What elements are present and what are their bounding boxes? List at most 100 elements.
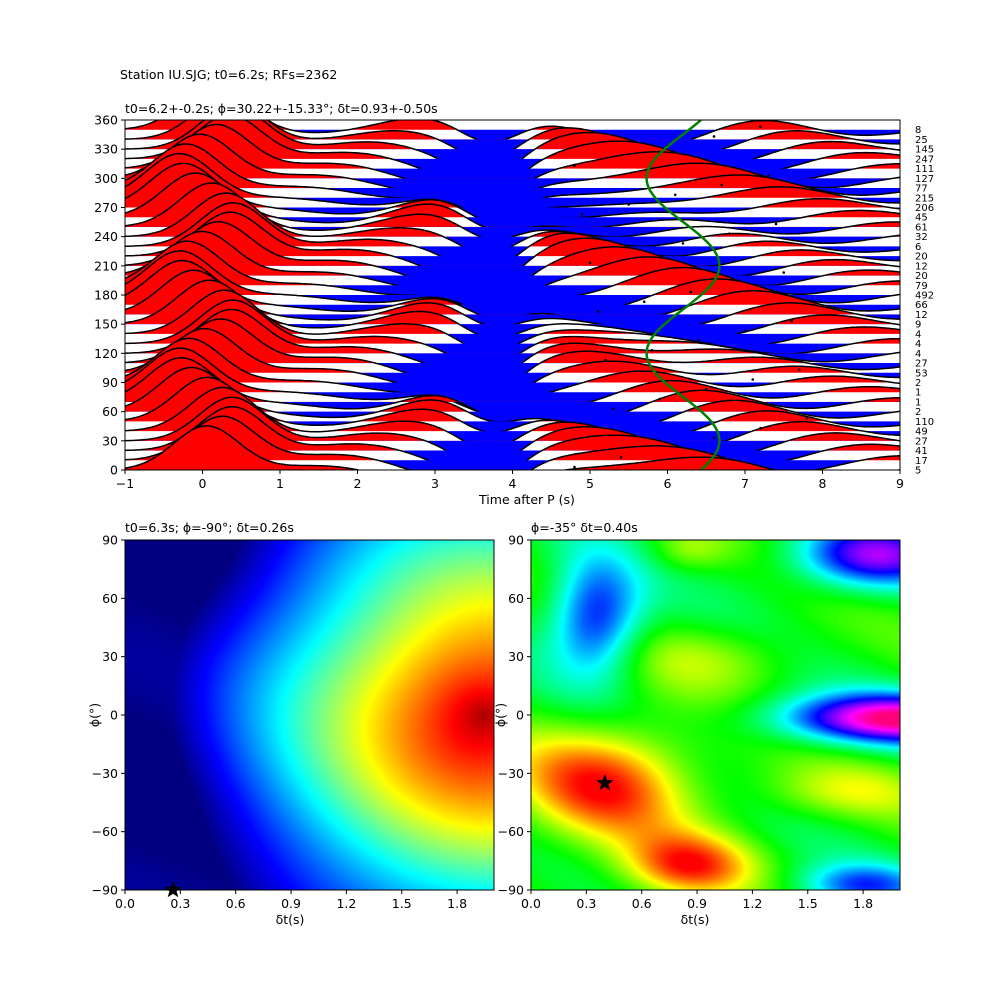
rf-trace-marker xyxy=(782,271,786,274)
traces-panel: t0=6.2+-0.2s; ϕ=30.22+-15.33°; δt=0.93+-… xyxy=(94,101,934,507)
rf-count-label: 12 xyxy=(915,310,928,321)
x-tick-label: 1.5 xyxy=(798,896,818,911)
x-tick-label: 8 xyxy=(819,476,827,491)
x-tick-label: 0.0 xyxy=(521,896,541,911)
y-tick-label: 300 xyxy=(94,171,118,186)
rf-trace-line xyxy=(125,425,900,470)
rf-trace-marker xyxy=(619,455,623,459)
rf-count-label: 145 xyxy=(915,145,934,156)
x-tick-label: 1.8 xyxy=(853,896,873,911)
x-tick-label: 1.5 xyxy=(392,896,412,911)
figure-title: Station IU.SJG; t0=6.2s; RFs=2362 xyxy=(120,67,337,82)
y-tick-label: 0 xyxy=(110,708,118,723)
rf-trace-marker xyxy=(673,193,677,197)
rf-trace-marker xyxy=(596,310,600,313)
rf-count-label: 9 xyxy=(915,320,921,331)
rf-count-label: 1 xyxy=(915,388,921,399)
rf-trace-marker xyxy=(580,212,584,216)
rf-trace-marker xyxy=(573,164,576,167)
rf-count-label: 206 xyxy=(915,203,934,214)
x-tick-label: 1 xyxy=(276,476,284,491)
rf-trace-negative-fill xyxy=(125,333,900,353)
rf-trace-marker xyxy=(751,378,755,381)
traces-xlabel: Time after P (s) xyxy=(478,492,575,507)
heatmap-left-axes: 0.0 0.3 0.6 0.9 1.2 1.5 1.8 −90 −60 −30 0 30 60 90 xyxy=(92,533,495,911)
rf-count-label: 77 xyxy=(915,184,928,195)
y-tick-label: −60 xyxy=(92,824,118,839)
x-tick-label: 2 xyxy=(354,476,362,491)
y-tick-label: −30 xyxy=(498,766,524,781)
x-tick-label: 0.3 xyxy=(170,896,190,911)
delay-time-curve xyxy=(645,120,721,470)
traces-plot-area xyxy=(125,120,900,470)
rf-count-label: 25 xyxy=(915,135,928,146)
heatmap-left-panel: t0=6.3s; ϕ=-90°; δt=0.26s 0.0 0.3 0.6 0.9 1.… xyxy=(87,520,495,927)
rf-count-label: 215 xyxy=(915,193,934,204)
heatmap-right-panel: ϕ=-35° δt=0.40s 0.0 0.3 0.6 0.9 1.2 1.5 1.8 −90… xyxy=(493,520,901,927)
rf-count-label: 1 xyxy=(915,397,921,408)
rf-trace-negative-fill xyxy=(125,207,900,224)
x-tick-label: 3 xyxy=(431,476,439,491)
rf-trace-marker xyxy=(805,417,809,420)
rf-trace xyxy=(125,425,900,470)
rf-trace-negative-fill xyxy=(125,129,900,148)
rf-trace-marker xyxy=(681,242,685,245)
y-tick-label: 0 xyxy=(110,463,118,478)
y-tick-label: 60 xyxy=(508,591,524,606)
x-tick-label: 1.2 xyxy=(336,896,356,911)
rf-trace-line xyxy=(125,415,900,470)
x-tick-label: 0.9 xyxy=(687,896,707,911)
rf-count-label: 4 xyxy=(915,329,921,340)
y-tick-label: 30 xyxy=(102,649,118,664)
rf-count-label: 17 xyxy=(915,456,928,467)
rf-trace-line xyxy=(125,120,900,149)
rf-count-label: 12 xyxy=(915,261,928,272)
x-tick-label: 5 xyxy=(586,476,594,491)
rf-count-label: 27 xyxy=(915,359,928,370)
rf-count-label: 5 xyxy=(915,466,921,477)
heatmap-right-ylabel: ϕ(°) xyxy=(493,703,508,727)
x-tick-label: 6 xyxy=(664,476,672,491)
rf-trace-marker xyxy=(627,203,631,206)
rf-count-label: 8 xyxy=(915,125,921,136)
y-tick-label: 180 xyxy=(94,288,118,303)
y-tick-label: −90 xyxy=(498,883,524,898)
rf-trace-positive-fill xyxy=(125,425,900,470)
rf-trace-negative-fill xyxy=(125,295,900,315)
rf-count-label: 79 xyxy=(915,281,928,292)
rf-count-label: 61 xyxy=(915,222,928,233)
rf-trace-marker xyxy=(743,329,747,333)
y-tick-label: 210 xyxy=(94,258,118,273)
rf-trace-marker xyxy=(728,232,731,235)
rf-trace-marker xyxy=(720,183,724,187)
rf-count-label: 45 xyxy=(915,213,928,224)
rf-trace-positive-fill xyxy=(125,134,900,179)
rf-trace-marker xyxy=(712,135,716,138)
x-tick-label: 0.6 xyxy=(632,896,652,911)
x-tick-label: 0.0 xyxy=(115,896,135,911)
x-tick-label: 0.9 xyxy=(281,896,301,911)
y-tick-label: 60 xyxy=(102,404,118,419)
rf-trace-marker xyxy=(642,300,646,304)
rf-count-label: 41 xyxy=(915,446,928,457)
x-tick-label: 0 xyxy=(199,476,207,491)
rf-count-label: 53 xyxy=(915,368,928,379)
heatmap-right-xlabel: δt(s) xyxy=(681,912,710,927)
rf-trace-marker xyxy=(759,426,762,430)
x-tick-label: 9 xyxy=(896,476,904,491)
rf-trace-negative-fill xyxy=(125,246,900,273)
traces-axes: −1 0 1 2 3 4 5 6 7 8 90306090120150180210240270300… xyxy=(94,113,904,492)
rf-count-label: 6 xyxy=(915,242,921,253)
rf-trace-marker xyxy=(697,339,700,342)
heatmap-left-xlabel: δt(s) xyxy=(276,912,305,927)
rf-count-label: 110 xyxy=(915,417,934,428)
x-tick-label: 1.8 xyxy=(447,896,467,911)
y-tick-label: 120 xyxy=(94,346,118,361)
x-tick-label: 1.2 xyxy=(742,896,762,911)
heatmap-right-title: ϕ=-35° δt=0.40s xyxy=(531,520,638,535)
rf-trace-marker xyxy=(658,397,662,401)
rf-count-label: 20 xyxy=(915,271,928,282)
rf-trace-marker xyxy=(573,465,576,469)
y-tick-label: 30 xyxy=(102,433,118,448)
